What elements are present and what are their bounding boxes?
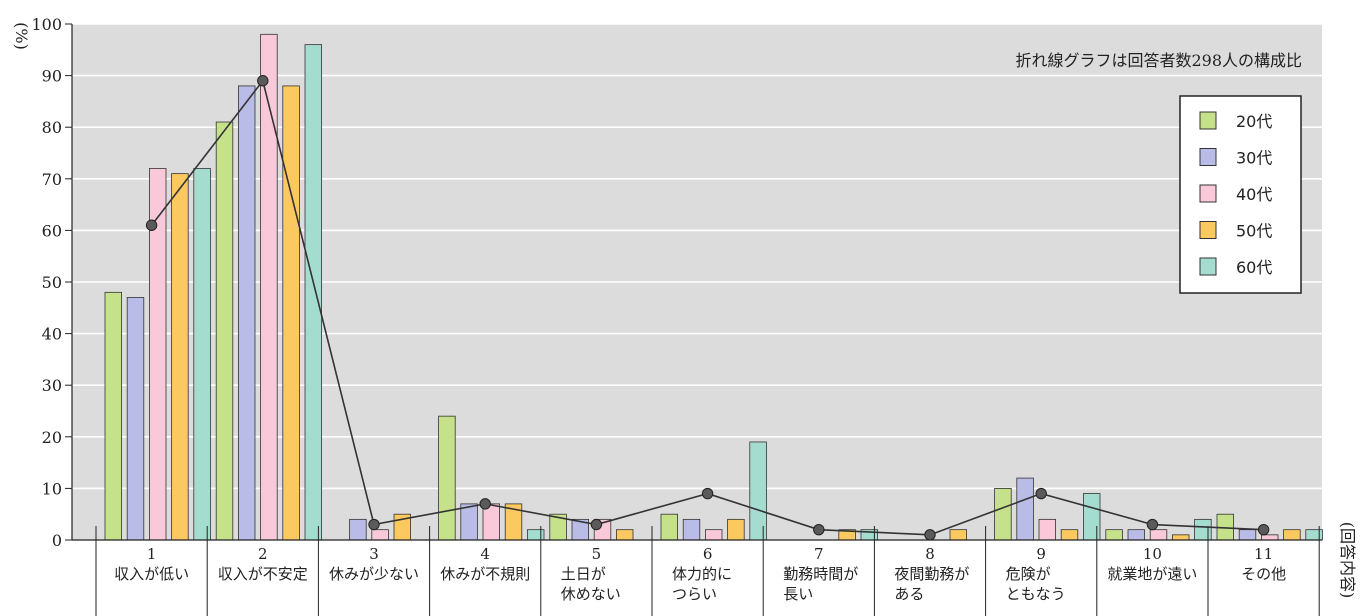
bar xyxy=(749,441,767,541)
category-label: 休みが不規則 xyxy=(440,565,530,583)
bar xyxy=(1283,529,1301,541)
category-label: 体力的に xyxy=(672,565,732,583)
bar xyxy=(438,415,456,541)
legend-swatch xyxy=(1199,184,1217,203)
y-tick-label: 50 xyxy=(42,273,62,292)
category-label: 就業地が遠い xyxy=(1107,565,1197,583)
y-tick-label: 40 xyxy=(42,325,62,344)
bar xyxy=(171,173,189,541)
y-tick-label: 10 xyxy=(42,479,62,498)
bar xyxy=(682,518,701,541)
line-point xyxy=(368,518,380,531)
bar xyxy=(260,33,278,541)
y-tick-label: 0 xyxy=(52,531,62,550)
bar xyxy=(1194,518,1212,541)
y-tick-label: 60 xyxy=(42,221,62,240)
line-note: 折れ線グラフは回答者数298人の構成比 xyxy=(1015,51,1302,70)
bar xyxy=(1238,529,1257,541)
category-label: ある xyxy=(894,585,924,603)
legend-label: 20代 xyxy=(1236,112,1272,131)
category-number: 10 xyxy=(1143,545,1162,563)
line-point xyxy=(1146,518,1159,531)
line-point xyxy=(813,523,825,536)
bar xyxy=(1038,518,1057,541)
category-label: 危険が xyxy=(1006,565,1051,583)
category-label: 長い xyxy=(783,585,813,603)
category-number: 1 xyxy=(147,545,157,563)
line-point xyxy=(701,487,714,500)
bar xyxy=(193,168,211,541)
line-point xyxy=(924,529,936,541)
legend-label: 60代 xyxy=(1236,258,1272,277)
y-tick-label: 70 xyxy=(42,170,62,189)
bar xyxy=(994,487,1012,541)
category-label: 夜間勤務が xyxy=(894,565,969,583)
y-tick-label: 100 xyxy=(31,15,62,34)
line-point xyxy=(257,75,269,87)
bar xyxy=(1305,529,1323,541)
legend-swatch xyxy=(1199,257,1217,276)
category-label: 休めない xyxy=(561,585,621,603)
category-label: 収入が不安定 xyxy=(218,565,308,583)
category-number: 2 xyxy=(258,545,268,563)
line-point xyxy=(479,498,491,510)
category-label: 休みが少ない xyxy=(329,565,419,583)
bar xyxy=(460,503,478,541)
bar xyxy=(1261,534,1279,541)
line-point xyxy=(1257,523,1270,536)
bar xyxy=(1149,529,1168,541)
bar xyxy=(1016,477,1034,541)
bar xyxy=(126,297,145,541)
category-number: 5 xyxy=(592,545,602,563)
category-number: 9 xyxy=(1036,545,1046,563)
x-unit-label: (回答内容) xyxy=(1338,522,1357,599)
legend-swatch xyxy=(1199,111,1217,130)
bar xyxy=(237,85,256,541)
legend-label: 30代 xyxy=(1236,149,1272,168)
bar xyxy=(1172,534,1190,541)
y-tick-label: 20 xyxy=(42,428,62,447)
bar xyxy=(304,44,323,541)
bar xyxy=(104,291,123,541)
bar xyxy=(660,513,679,541)
category-number: 6 xyxy=(703,545,713,563)
bar xyxy=(1060,529,1079,541)
category-number: 7 xyxy=(814,545,824,563)
bar xyxy=(705,529,723,541)
bar xyxy=(527,529,545,541)
bar xyxy=(282,85,300,541)
category-label: 収入が低い xyxy=(114,565,189,583)
category-label: 土日が xyxy=(561,565,606,583)
bar xyxy=(371,529,389,541)
line-point xyxy=(590,518,603,531)
legend-swatch xyxy=(1199,148,1217,166)
y-tick-label: 90 xyxy=(42,67,62,86)
category-label: ともなう xyxy=(1006,585,1066,603)
bar xyxy=(1127,529,1146,541)
bar xyxy=(1083,493,1101,541)
legend-swatch xyxy=(1199,221,1217,239)
y-tick-label: 30 xyxy=(42,376,62,395)
bar xyxy=(349,518,367,541)
line-point xyxy=(1035,487,1047,500)
category-label: その他 xyxy=(1241,565,1286,583)
category-label: 勤務時間が xyxy=(783,565,858,583)
legend-label: 50代 xyxy=(1236,222,1272,241)
bar xyxy=(616,529,634,541)
y-unit-label: (%) xyxy=(12,22,31,50)
category-number: 4 xyxy=(480,545,490,563)
bar xyxy=(1105,529,1123,541)
category-number: 3 xyxy=(369,545,379,563)
bar xyxy=(949,529,968,541)
bar xyxy=(727,518,745,541)
bar xyxy=(215,121,234,541)
category-number: 11 xyxy=(1254,545,1273,563)
legend-label: 40代 xyxy=(1236,185,1272,204)
category-number: 8 xyxy=(925,545,935,563)
y-tick-label: 80 xyxy=(42,118,62,137)
category-label: つらい xyxy=(672,585,717,603)
line-point xyxy=(145,219,158,231)
